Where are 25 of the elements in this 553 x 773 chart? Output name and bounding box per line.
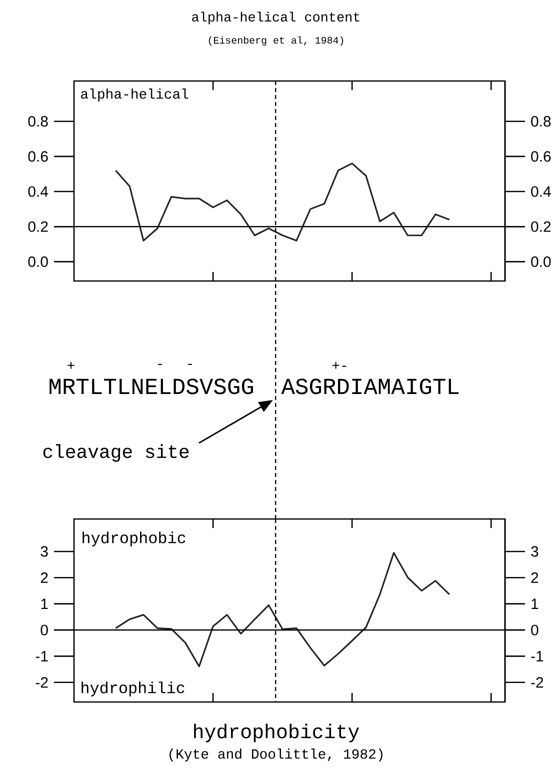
y-tick-label: 3 (40, 546, 48, 557)
text: - (158, 364, 162, 365)
y-tick-label: 0.6 (531, 151, 551, 162)
y-tick-label: 1 (41, 598, 48, 609)
y-tick-label: 0.0 (531, 256, 551, 267)
text: hydrophobicity (194, 724, 360, 742)
text: ASGRDIAMAIGTL (281, 378, 458, 394)
text: MRTLTLNELDSVSGG (50, 378, 254, 394)
y-tick-label: 2 (40, 572, 48, 583)
chart-subtitle: (Eisenberg et al, 1984) (208, 36, 344, 46)
y-tick-label: 0 (40, 624, 48, 636)
text: +- (332, 362, 346, 369)
text: (Kyte and Doolittle, 1982) (170, 748, 382, 762)
annotation: hydrophobic (82, 532, 186, 546)
y-tick-label: 0.8 (531, 116, 551, 127)
text: cleavage site (43, 444, 189, 462)
y-tick-label: -2 (36, 677, 48, 688)
text: - (188, 364, 192, 365)
y-tick-label: -1 (36, 651, 48, 662)
text: + (68, 362, 74, 369)
y-tick-label: 0.2 (531, 221, 551, 232)
chart-title: alpha-helical content (192, 12, 360, 24)
annotation: hydrophilic (82, 682, 184, 696)
y-tick-label: 0.4 (531, 186, 551, 197)
annotation: alpha-helical (81, 88, 188, 102)
